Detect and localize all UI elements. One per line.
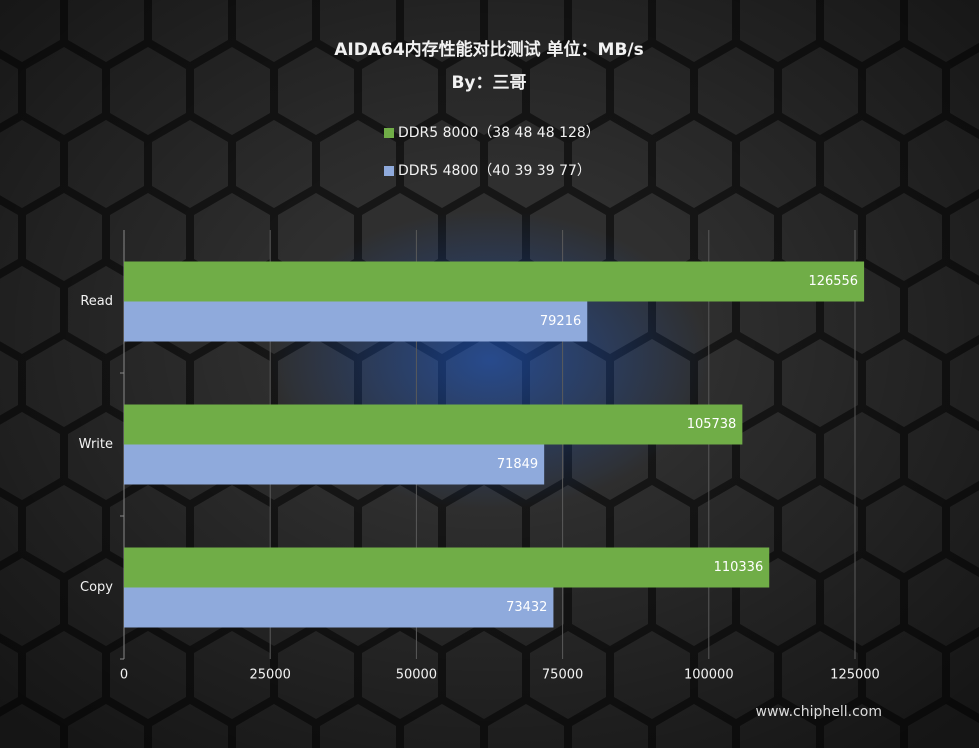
bar <box>124 261 865 302</box>
y-tick-label: Read <box>80 294 113 309</box>
x-tick-label: 75000 <box>542 668 583 683</box>
y-tick-label: Copy <box>80 580 113 595</box>
x-tick-label: 25000 <box>250 668 291 683</box>
value-label: 110336 <box>714 560 764 575</box>
y-tick-label: Write <box>79 437 113 452</box>
legend-swatch <box>384 128 394 138</box>
x-tick-label: 125000 <box>830 668 880 683</box>
legend-swatch <box>384 166 394 176</box>
legend-label: DDR5 4800（40 39 39 77） <box>398 163 591 179</box>
value-label: 79216 <box>540 314 581 329</box>
value-label: 71849 <box>497 457 538 472</box>
value-label: 73432 <box>506 600 547 615</box>
bar <box>124 587 554 628</box>
bar <box>124 444 545 485</box>
value-label: 105738 <box>687 417 737 432</box>
x-tick-label: 0 <box>120 668 128 683</box>
chart-title: AIDA64内存性能对比测试 单位：MB/s <box>334 39 644 60</box>
legend-label: DDR5 8000（38 48 48 128） <box>398 125 600 141</box>
value-label: 126556 <box>808 274 858 289</box>
bar <box>124 404 743 445</box>
bar <box>124 547 770 588</box>
bar <box>124 301 588 342</box>
x-tick-label: 50000 <box>396 668 437 683</box>
watermark: www.chiphell.com <box>756 704 882 720</box>
x-tick-label: 100000 <box>684 668 734 683</box>
chart-subtitle: By：三哥 <box>451 73 526 93</box>
